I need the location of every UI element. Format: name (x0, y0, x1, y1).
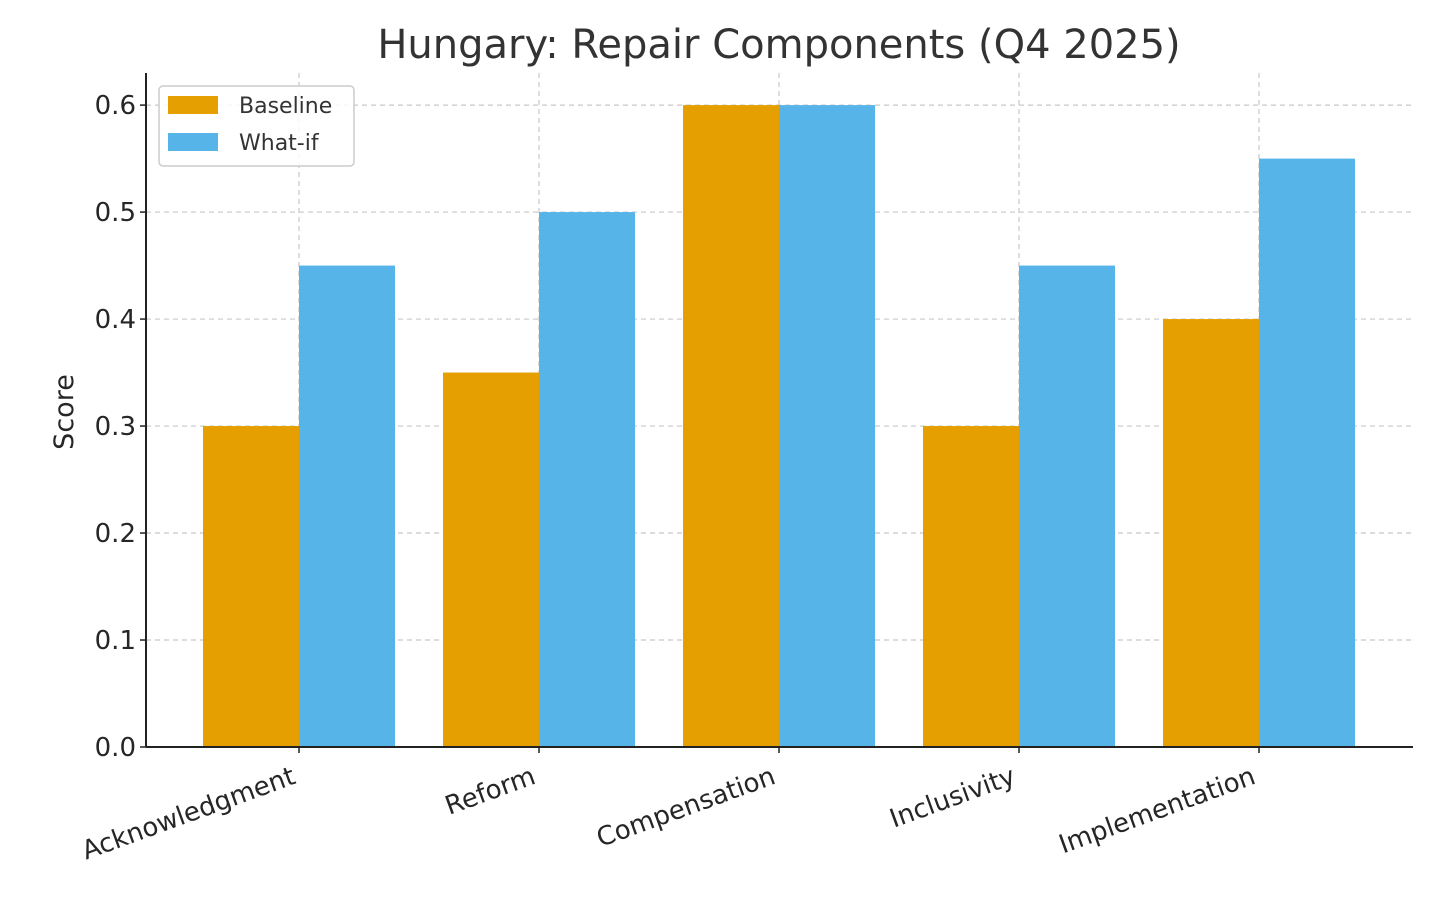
x-tick-label: Compensation (593, 761, 780, 853)
y-tick-label: 0.2 (95, 519, 136, 549)
bar-baseline-reform (443, 372, 539, 747)
x-ticks: Acknowledgment Reform Compensation Inclusiv… (78, 747, 1260, 866)
bar-what-if-acknowledgment (299, 265, 395, 747)
x-tick-label: Implementation (1055, 761, 1259, 860)
legend-label: Baseline (239, 94, 332, 119)
y-tick-label: 0.6 (95, 91, 136, 121)
y-tick-label: 0.0 (95, 733, 136, 763)
bar-what-if-inclusivity (1019, 265, 1115, 747)
legend-swatch (168, 96, 218, 114)
y-tick-label: 0.4 (95, 305, 136, 335)
x-tick-label: Reform (441, 761, 539, 821)
bar-baseline-compensation (683, 105, 779, 748)
chart-title: Hungary: Repair Components (Q4 2025) (377, 22, 1180, 68)
bar-baseline-implementation (1163, 319, 1259, 747)
bar-baseline-acknowledgment (203, 426, 299, 747)
legend-label: What-if (239, 131, 320, 156)
bar-what-if-reform (539, 212, 635, 748)
y-tick-label: 0.1 (95, 626, 136, 656)
y-axis-label: Score (49, 374, 80, 450)
legend-swatch (168, 133, 218, 151)
bar-baseline-inclusivity (923, 426, 1019, 747)
y-ticks: 0.0 0.1 0.2 0.3 0.4 0.5 0.6 (95, 91, 146, 763)
legend: Baseline What-if (158, 85, 355, 167)
y-tick-label: 0.5 (95, 198, 136, 228)
x-tick-label: Inclusivity (886, 761, 1019, 834)
bar-what-if-compensation (779, 105, 875, 748)
y-tick-label: 0.3 (95, 412, 136, 442)
bar-what-if-implementation (1259, 158, 1355, 748)
x-tick-label: Acknowledgment (78, 761, 299, 866)
bars-layer (203, 105, 1355, 748)
